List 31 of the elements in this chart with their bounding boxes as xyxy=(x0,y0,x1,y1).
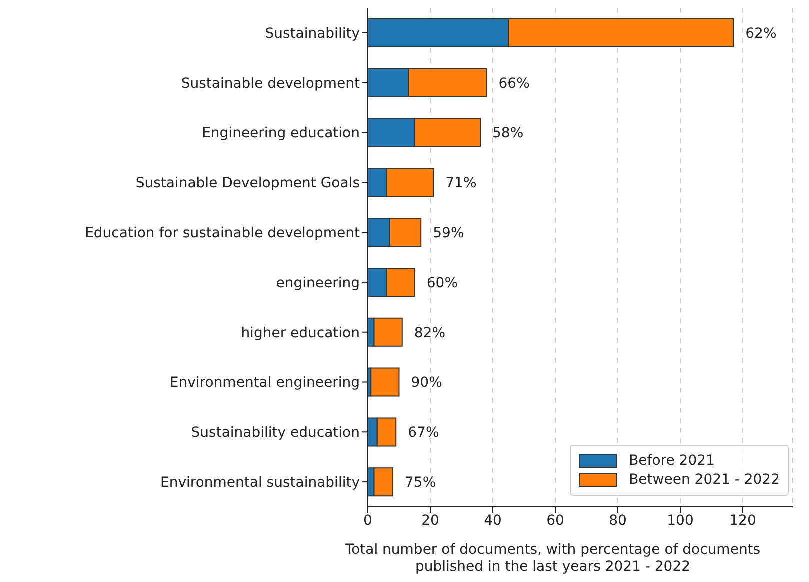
legend-label: Before 2021 xyxy=(629,453,715,469)
annotation: 71% xyxy=(446,176,477,192)
annotation: 90% xyxy=(411,375,442,392)
y-tick-label: engineering xyxy=(276,275,360,292)
y-tick-label: Sustainable development xyxy=(181,76,360,92)
annotation: 82% xyxy=(414,325,446,342)
x-tick-label: 60 xyxy=(546,512,564,529)
y-tick-label: Education for sustainable development xyxy=(85,226,361,242)
bar xyxy=(370,368,400,397)
x-tick-label: 40 xyxy=(484,512,502,529)
y-tick-label: Environmental sustainability xyxy=(160,475,360,492)
annotation: 75% xyxy=(405,474,436,491)
x-tick-label: 20 xyxy=(422,512,440,529)
y-tick-label: Sustainable Development Goals xyxy=(136,176,360,192)
annotation: 62% xyxy=(746,26,777,42)
legend-label: Between 2021 - 2022 xyxy=(629,472,780,488)
x-tick-label: 0 xyxy=(364,512,372,529)
annotation: 66% xyxy=(498,76,530,92)
y-tick-label: Engineering education xyxy=(202,126,360,142)
x-tick-label: 120 xyxy=(730,512,756,529)
y-tick-label: Sustainability xyxy=(265,26,360,42)
y-tick-label: higher education xyxy=(241,325,360,342)
x-tick-label: 80 xyxy=(609,512,627,529)
annotation: 60% xyxy=(426,275,458,292)
x-tick-label: 100 xyxy=(667,512,694,529)
x-axis-title: Total number of documents, with percentage of documents published in the last years 2021 - 2022 xyxy=(344,542,762,576)
y-tick-label: Sustainability education xyxy=(191,425,360,442)
annotation: 58% xyxy=(492,126,524,142)
annotation: 59% xyxy=(433,225,464,242)
y-tick-label: Environmental engineering xyxy=(170,375,360,392)
annotation: 67% xyxy=(408,425,440,442)
